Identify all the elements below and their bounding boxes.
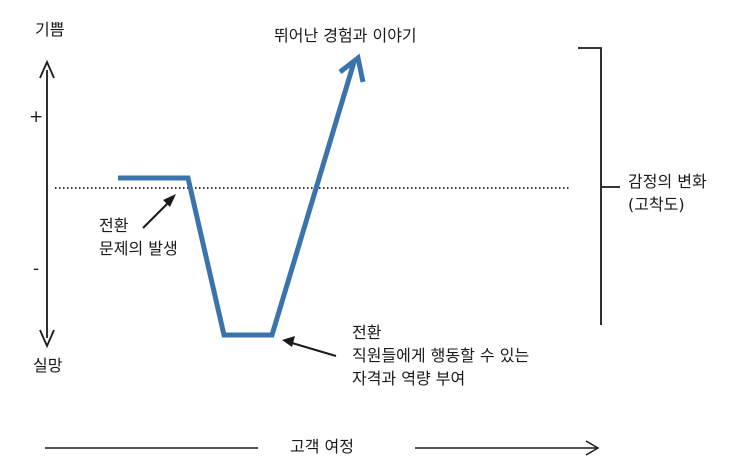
first-transition-title: 전환 (99, 216, 129, 235)
second-transition-arrowhead (282, 336, 295, 347)
customer-journey-label: 고객 여정 (290, 437, 354, 456)
second-transition-title: 전환 (352, 323, 382, 342)
first-transition-arrowhead (163, 194, 176, 207)
emotion-curve-arrowhead (338, 53, 366, 83)
second-transition-pointer (291, 342, 337, 357)
first-transition-detail: 문제의 발생 (99, 239, 178, 258)
journey-axis-arrow (585, 440, 600, 456)
minus-sign: - (33, 259, 40, 279)
second-transition-detail-2: 자격과 역량 부여 (352, 369, 466, 388)
first-transition-pointer (142, 200, 171, 229)
plus-sign: + (29, 107, 44, 127)
emotion-axis-down-arrow (39, 329, 55, 349)
emotion-change-label: 감정의 변화 (628, 172, 707, 191)
disappointment-label: 실망 (33, 356, 63, 375)
joy-label: 기쁨 (35, 20, 65, 39)
peak-label: 뛰어난 경험과 이야기 (274, 26, 417, 45)
emotion-curve (118, 61, 357, 338)
emotion-axis-up-arrow (39, 59, 55, 79)
emotion-change-bracket (578, 47, 602, 325)
second-transition-detail-1: 직원들에게 행동할 수 있는 (352, 346, 530, 365)
stickiness-label: (고착도) (628, 195, 685, 214)
